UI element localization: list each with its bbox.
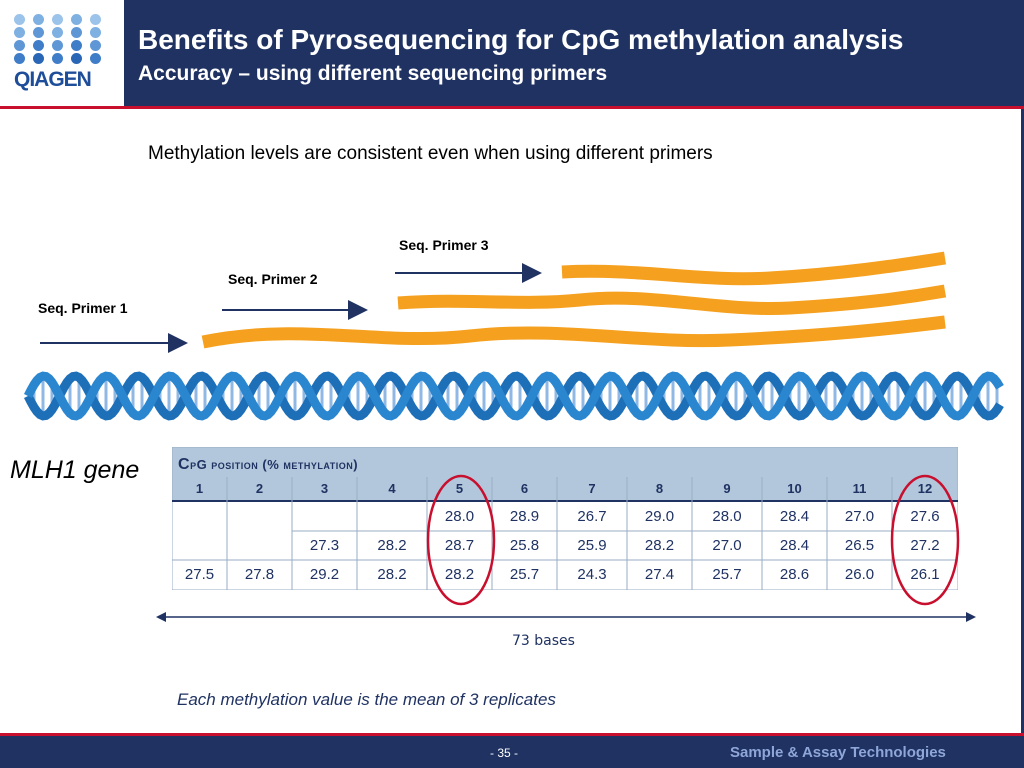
methylation-value: 29.0 xyxy=(644,508,675,525)
methylation-value: 25.7 xyxy=(509,566,540,583)
methylation-value: 26.7 xyxy=(577,508,607,525)
logo-dot xyxy=(52,40,63,51)
logo-text: QIAGEN xyxy=(14,68,92,91)
footer-divider xyxy=(0,733,1024,736)
caption-prefix: C xyxy=(178,456,191,473)
logo-dot xyxy=(52,27,63,38)
position-header: 9 xyxy=(723,481,731,496)
primer-3-label: Seq. Primer 3 xyxy=(399,237,489,253)
position-header: 2 xyxy=(255,481,264,496)
methylation-value: 28.0 xyxy=(712,508,742,525)
slide-subtitle: Accuracy – using different sequencing pr… xyxy=(138,62,608,85)
qiagen-logo: QIAGEN xyxy=(0,0,124,106)
footer-tagline: Sample & Assay Technologies xyxy=(730,744,946,761)
methylation-table: CpG position (% methylation) 1 2 3 4 5 6 7 8 9 10… xyxy=(172,447,958,590)
methylation-value: 28.4 xyxy=(779,508,810,525)
methylation-value: 27.0 xyxy=(844,508,875,525)
methylation-value: 28.0 xyxy=(444,508,475,525)
methylation-value: 28.7 xyxy=(444,537,475,554)
methylation-value: 28.2 xyxy=(444,566,475,583)
methylation-value: 26.0 xyxy=(844,566,875,583)
strand-1 xyxy=(201,315,946,349)
methylation-value: 27.2 xyxy=(910,537,940,554)
logo-dot xyxy=(33,14,44,25)
methylation-value: 26.1 xyxy=(910,566,940,583)
methylation-value: 27.4 xyxy=(644,566,675,583)
span-arrow-right-head xyxy=(966,612,976,622)
header-bar xyxy=(0,0,1024,106)
methylation-value: 27.6 xyxy=(910,508,940,525)
logo-dot xyxy=(71,53,82,64)
methylation-value: 26.5 xyxy=(844,537,875,554)
helix-backbone-2 xyxy=(23,371,1004,421)
table-caption: CpG position (% methylation) xyxy=(178,456,358,474)
footnote: Each methylation value is the mean of 3 … xyxy=(177,690,556,709)
gene-label: MLH1 gene xyxy=(10,456,140,484)
methylation-value: 27.5 xyxy=(184,566,215,583)
intro-text: Methylation levels are consistent even w… xyxy=(148,143,713,164)
methylation-value: 27.0 xyxy=(712,537,742,554)
methylation-value: 28.4 xyxy=(779,537,810,554)
position-header: 3 xyxy=(320,481,329,496)
position-header: 8 xyxy=(655,481,664,496)
strand-3 xyxy=(561,251,947,286)
primer-2-label: Seq. Primer 2 xyxy=(228,271,318,287)
logo-dot xyxy=(14,27,25,38)
methylation-value: 28.9 xyxy=(509,508,540,525)
header-divider xyxy=(0,106,1024,109)
strand-2 xyxy=(397,284,947,315)
logo-dot xyxy=(33,40,44,51)
logo-dot xyxy=(71,27,82,38)
logo-dot xyxy=(33,27,44,38)
logo-dot xyxy=(33,53,44,64)
logo-dot xyxy=(14,14,25,25)
right-edge-bar xyxy=(1021,109,1024,736)
methylation-value: 25.7 xyxy=(712,566,742,583)
span-label: 73 bases xyxy=(512,633,575,649)
position-header: 10 xyxy=(787,481,802,496)
logo-dot xyxy=(90,53,101,64)
helix-backbone-1 xyxy=(23,371,1004,421)
slide-title: Benefits of Pyrosequencing for CpG methy… xyxy=(138,24,904,55)
methylation-value: 24.3 xyxy=(577,566,607,583)
methylation-value: 27.3 xyxy=(309,537,340,554)
position-header: 12 xyxy=(917,481,933,496)
position-header: 7 xyxy=(588,481,596,496)
position-header: 1 xyxy=(195,481,204,496)
span-arrow-left-head xyxy=(156,612,166,622)
page-number: - 35 - xyxy=(490,746,519,760)
position-header: 11 xyxy=(852,481,867,496)
position-header: 4 xyxy=(388,481,396,496)
methylation-value: 27.8 xyxy=(244,566,275,583)
primer-1-label: Seq. Primer 1 xyxy=(38,300,128,316)
methylation-value: 28.2 xyxy=(377,537,407,554)
methylation-value: 28.2 xyxy=(644,537,675,554)
logo-dot xyxy=(71,14,82,25)
caption-rest: pG position (% methylation) xyxy=(190,457,359,472)
methylation-value: 29.2 xyxy=(309,566,340,583)
position-header: 5 xyxy=(455,481,464,496)
methylation-value: 25.9 xyxy=(577,537,607,554)
position-header: 6 xyxy=(520,481,529,496)
footer-bar xyxy=(0,736,1024,768)
logo-dot xyxy=(90,27,101,38)
dna-helix xyxy=(23,371,1004,421)
methylation-value: 28.6 xyxy=(779,566,810,583)
logo-dot xyxy=(52,14,63,25)
logo-dot xyxy=(90,40,101,51)
methylation-value: 28.2 xyxy=(377,566,407,583)
logo-dot xyxy=(90,14,101,25)
methylation-value: 25.8 xyxy=(509,537,540,554)
logo-dot xyxy=(14,53,25,64)
logo-dot xyxy=(52,53,63,64)
logo-dot xyxy=(71,40,82,51)
logo-dot xyxy=(14,40,25,51)
